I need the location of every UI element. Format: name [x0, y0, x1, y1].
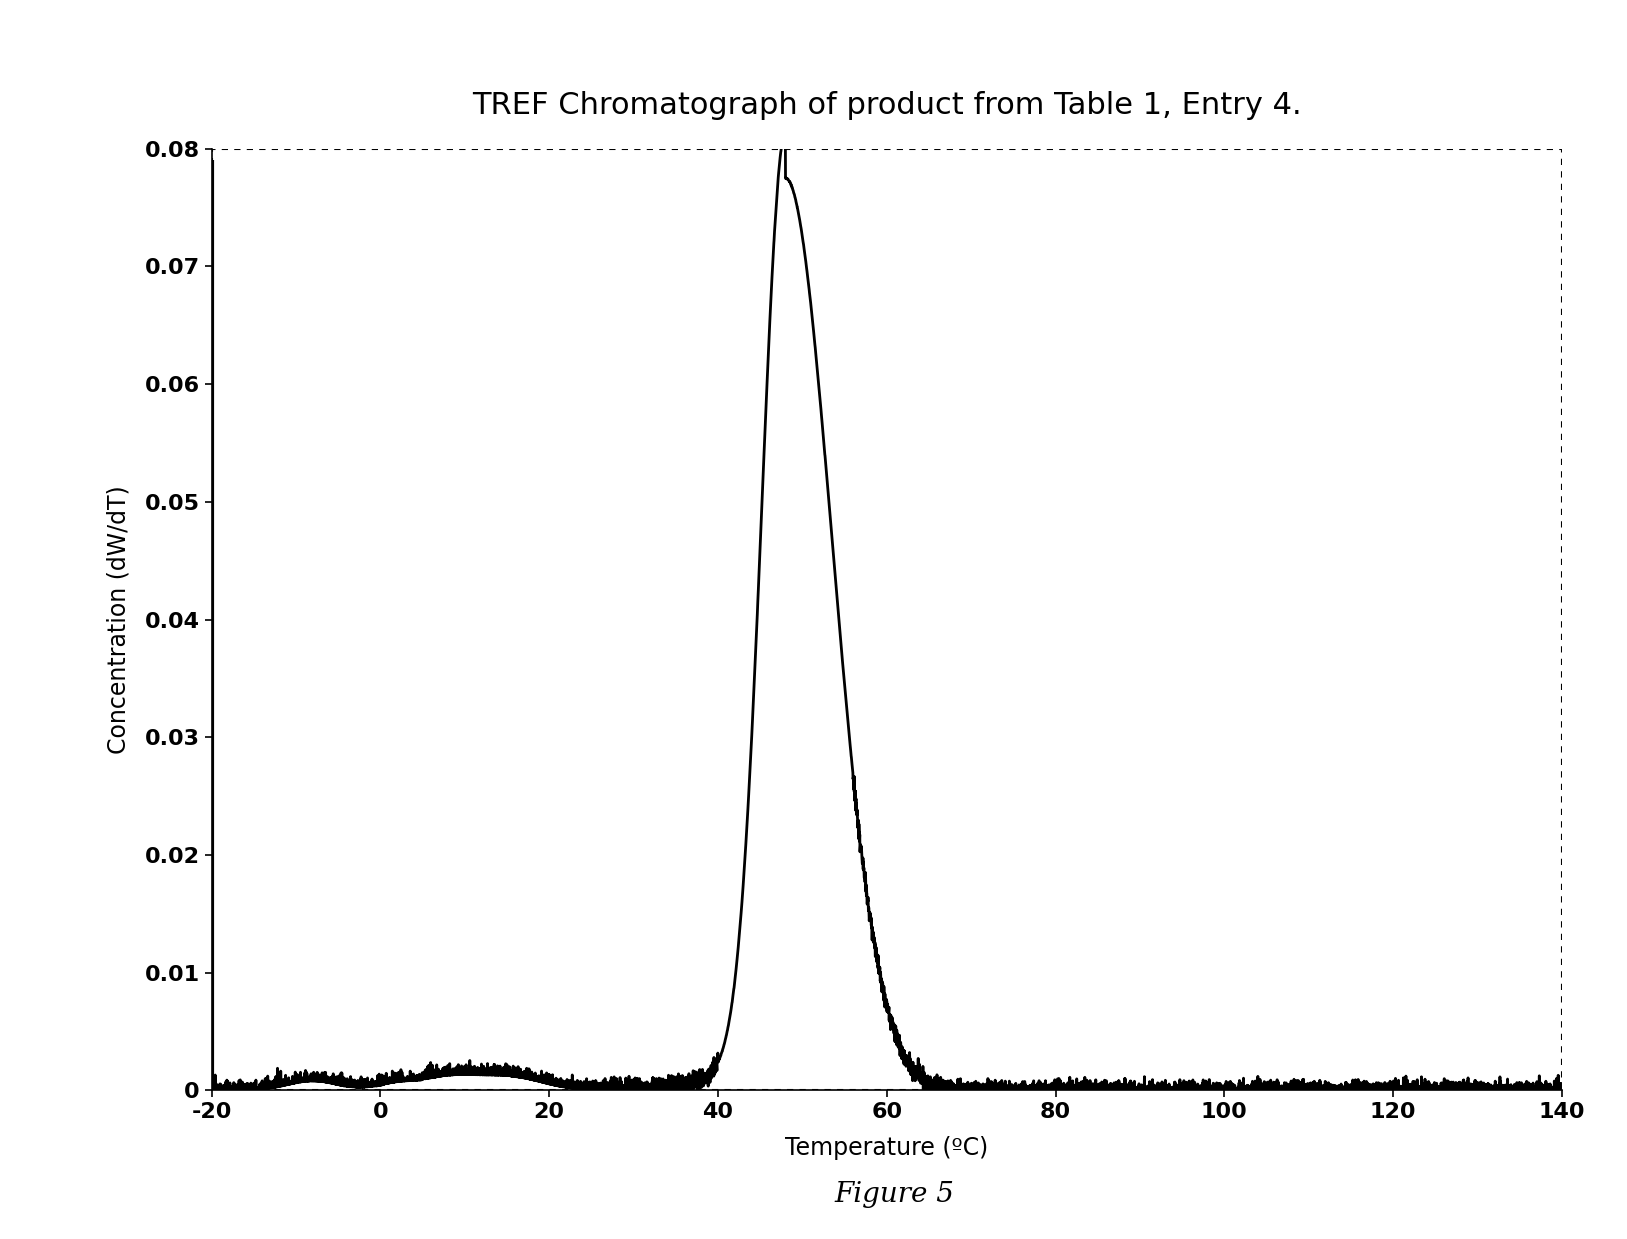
Bar — [212, 149, 1562, 1090]
Text: Figure 5: Figure 5 — [835, 1181, 955, 1208]
X-axis label: Temperature (ºC): Temperature (ºC) — [786, 1136, 988, 1160]
Title: TREF Chromatograph of product from Table 1, Entry 4.: TREF Chromatograph of product from Table… — [472, 90, 1302, 120]
Y-axis label: Concentration (dW/dT): Concentration (dW/dT) — [107, 486, 130, 753]
